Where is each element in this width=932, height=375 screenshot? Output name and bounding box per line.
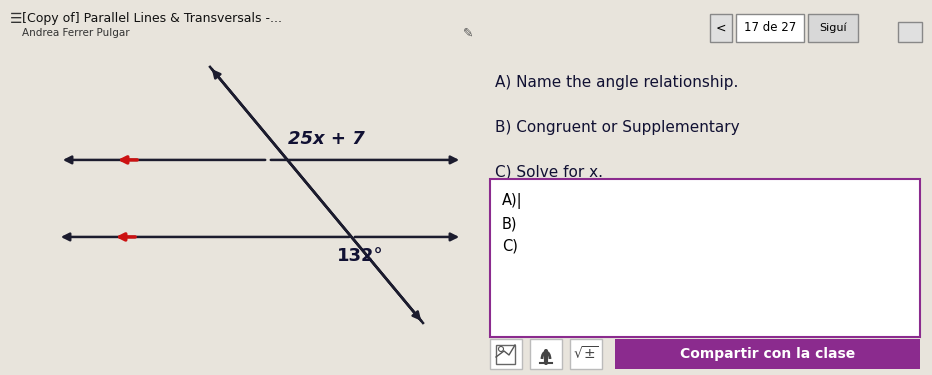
Text: 17 de 27: 17 de 27 bbox=[744, 21, 796, 34]
Text: ✎: ✎ bbox=[463, 27, 473, 40]
FancyBboxPatch shape bbox=[496, 345, 515, 364]
FancyBboxPatch shape bbox=[490, 339, 522, 369]
Text: 132°: 132° bbox=[337, 247, 384, 265]
Text: Andrea Ferrer Pulgar: Andrea Ferrer Pulgar bbox=[22, 28, 130, 38]
FancyBboxPatch shape bbox=[615, 339, 920, 369]
FancyBboxPatch shape bbox=[570, 339, 602, 369]
Text: 25x + 7: 25x + 7 bbox=[288, 130, 364, 148]
Text: <: < bbox=[716, 21, 726, 34]
FancyBboxPatch shape bbox=[736, 14, 804, 42]
FancyBboxPatch shape bbox=[530, 339, 562, 369]
FancyBboxPatch shape bbox=[710, 14, 732, 42]
FancyBboxPatch shape bbox=[490, 179, 920, 337]
Text: C) Solve for x.: C) Solve for x. bbox=[495, 165, 603, 180]
Text: [Copy of] Parallel Lines & Transversals -...: [Copy of] Parallel Lines & Transversals … bbox=[22, 12, 282, 25]
Text: B) Congruent or Supplementary: B) Congruent or Supplementary bbox=[495, 120, 740, 135]
Text: $\sqrt{\pm}$: $\sqrt{\pm}$ bbox=[573, 345, 599, 363]
Text: B): B) bbox=[502, 217, 517, 232]
Text: C): C) bbox=[502, 239, 518, 254]
FancyBboxPatch shape bbox=[898, 22, 922, 42]
Text: A)|: A)| bbox=[502, 193, 523, 209]
FancyBboxPatch shape bbox=[808, 14, 858, 42]
Text: Compartir con la clase: Compartir con la clase bbox=[679, 347, 856, 361]
Text: Siguí: Siguí bbox=[819, 22, 847, 33]
Text: ☰: ☰ bbox=[10, 12, 22, 26]
Text: A) Name the angle relationship.: A) Name the angle relationship. bbox=[495, 75, 738, 90]
